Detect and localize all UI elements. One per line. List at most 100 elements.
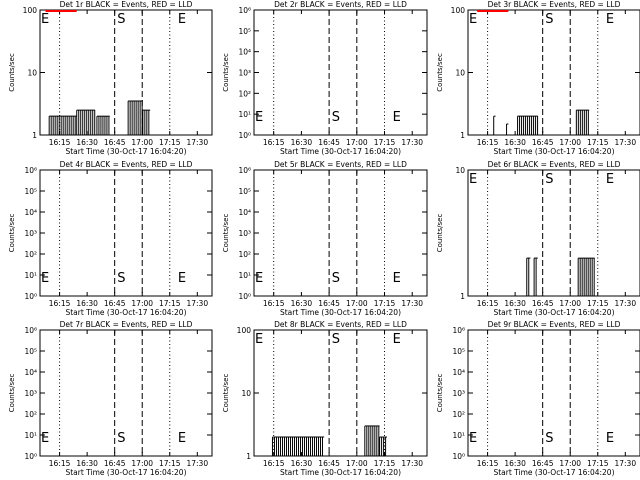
x-tick-label: 17:00	[346, 459, 368, 468]
y-tick-label: 100	[451, 6, 466, 15]
y-tick-label: 100	[237, 326, 252, 335]
chart-title: Det 7r BLACK = Events, RED = LLD	[60, 320, 193, 329]
x-tick-label: 16:30	[291, 299, 313, 308]
y-tick-label: 10⁶	[238, 166, 251, 175]
y-axis-label: Counts/sec	[436, 214, 444, 253]
plot-frame	[467, 329, 640, 457]
y-axis-label: Counts/sec	[222, 53, 230, 92]
chart-title: Det 2r BLACK = Events, RED = LLD	[274, 0, 407, 9]
x-tick-label: 17:00	[559, 459, 581, 468]
chart-title: Det 1r BLACK = Events, RED = LLD	[60, 0, 193, 9]
y-tick-label: 10¹	[24, 431, 37, 440]
x-tick-label: 16:45	[532, 138, 554, 147]
y-tick-label: 10²	[24, 410, 37, 419]
y-axis-label: Counts/sec	[8, 53, 16, 92]
event-series-segment	[364, 425, 380, 456]
x-axis-label: Start Time (30-Oct-17 16:04:20)	[280, 308, 401, 317]
x-tick-label: 16:15	[49, 459, 71, 468]
chart-panel-1: Det 1r BLACK = Events, RED = LLD 16:15 16:…	[8, 0, 213, 156]
y-tick-label: 10	[455, 166, 465, 175]
marker-e-label: E	[393, 271, 401, 286]
event-series-segment	[76, 109, 96, 135]
chart-panel-8: Det 8r BLACK = Events, RED = LLD 16:15 16:…	[222, 320, 428, 477]
y-tick-label: 10³	[452, 389, 465, 398]
y-tick-label: 10³	[238, 229, 251, 238]
event-series-segment	[271, 436, 325, 456]
x-tick-label: 16:45	[104, 299, 126, 308]
y-tick-label: 10²	[238, 89, 251, 98]
x-axis-label: Start Time (30-Oct-17 16:04:20)	[280, 468, 401, 477]
y-tick-label: 10⁰	[238, 292, 251, 301]
marker-e-label: E	[469, 431, 477, 446]
y-tick-label: 10	[27, 69, 37, 78]
chart-panel-3: Det 3r BLACK = Events, RED = LLD 16:15 16:…	[436, 0, 640, 156]
x-tick-label: 16:30	[504, 299, 526, 308]
marker-s-label: S	[117, 431, 125, 446]
x-axis-label: Start Time (30-Oct-17 16:04:20)	[65, 468, 186, 477]
marker-e-label: E	[178, 431, 186, 446]
y-tick-label: 10⁴	[24, 368, 37, 377]
chart-title: Det 9r BLACK = Events, RED = LLD	[488, 320, 621, 329]
x-tick-label: 16:45	[104, 459, 126, 468]
x-tick-label: 17:30	[401, 459, 423, 468]
x-tick-label: 16:30	[76, 459, 98, 468]
y-tick-label: 10	[241, 389, 251, 398]
chart-panel-7: Det 7r BLACK = Events, RED = LLD 16:15 16:…	[8, 320, 213, 477]
marker-e-label: E	[178, 12, 186, 27]
x-tick-label: 17:00	[131, 459, 153, 468]
marker-e-label: E	[393, 332, 401, 347]
marker-e-label: E	[469, 12, 477, 27]
marker-e-label: E	[41, 431, 49, 446]
marker-e-label: E	[178, 271, 186, 286]
y-tick-label: 10⁰	[238, 131, 251, 140]
y-tick-label: 10⁴	[238, 208, 251, 217]
chart-panel-6: Det 6r BLACK = Events, RED = LLD 16:15 16:…	[436, 160, 640, 317]
y-tick-label: 10⁴	[24, 208, 37, 217]
x-tick-label: 16:15	[477, 138, 499, 147]
y-axis-label: Counts/sec	[8, 214, 16, 253]
x-tick-label: 16:15	[49, 138, 71, 147]
y-tick-label: 10¹	[238, 271, 251, 280]
chart-title: Det 4r BLACK = Events, RED = LLD	[60, 160, 193, 169]
event-series-segment	[379, 436, 387, 456]
marker-e-label: E	[606, 172, 614, 187]
y-axis-label: Counts/sec	[222, 374, 230, 413]
y-tick-label: 10³	[24, 229, 37, 238]
x-tick-label: 17:30	[614, 138, 636, 147]
plot-frame	[39, 169, 213, 297]
x-axis-label: Start Time (30-Oct-17 16:04:20)	[65, 308, 186, 317]
event-series-segment	[48, 115, 77, 135]
x-tick-label: 17:00	[346, 299, 368, 308]
x-tick-label: 17:30	[186, 299, 208, 308]
marker-s-label: S	[545, 431, 553, 446]
y-tick-label: 10⁵	[24, 347, 37, 356]
y-tick-label: 10	[455, 69, 465, 78]
x-axis-label: Start Time (30-Oct-17 16:04:20)	[493, 308, 614, 317]
x-tick-label: 16:45	[318, 299, 340, 308]
x-tick-label: 16:15	[49, 299, 71, 308]
x-tick-label: 16:15	[477, 459, 499, 468]
y-tick-label: 10⁴	[452, 368, 465, 377]
marker-s-label: S	[332, 110, 340, 125]
x-tick-label: 17:15	[159, 138, 181, 147]
x-tick-label: 17:30	[401, 138, 423, 147]
x-tick-label: 16:30	[504, 459, 526, 468]
marker-e-label: E	[606, 431, 614, 446]
y-tick-label: 10⁵	[24, 187, 37, 196]
x-tick-label: 16:45	[532, 299, 554, 308]
chart-panel-9: Det 9r BLACK = Events, RED = LLD 16:15 16:…	[436, 320, 640, 477]
x-tick-label: 17:30	[186, 459, 208, 468]
x-axis-label: Start Time (30-Oct-17 16:04:20)	[493, 147, 614, 156]
x-tick-label: 17:00	[346, 138, 368, 147]
x-tick-label: 17:30	[401, 299, 423, 308]
chart-title: Det 3r BLACK = Events, RED = LLD	[488, 0, 621, 9]
x-tick-label: 17:15	[374, 299, 396, 308]
marker-e-label: E	[41, 12, 49, 27]
x-tick-label: 17:15	[374, 138, 396, 147]
x-tick-label: 17:15	[587, 459, 609, 468]
x-tick-label: 16:30	[76, 299, 98, 308]
x-axis-label: Start Time (30-Oct-17 16:04:20)	[493, 468, 614, 477]
event-series-segment	[577, 257, 595, 296]
marker-s-label: S	[545, 12, 553, 27]
